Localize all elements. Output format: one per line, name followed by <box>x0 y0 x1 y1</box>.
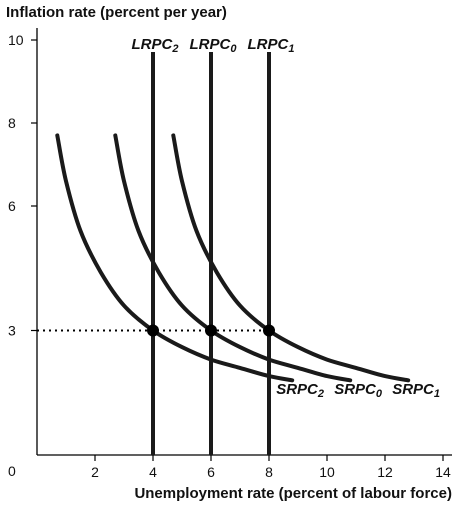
lrpc-0-label: LRPC0 <box>190 36 238 55</box>
x-tick-label: 8 <box>265 464 273 480</box>
curve-name: LRPC <box>132 36 174 53</box>
y-tick-label: 3 <box>8 323 16 339</box>
srpc-1-label: SRPC1 <box>392 381 440 400</box>
y-tick-label: 6 <box>8 198 16 214</box>
curve-name: LRPC <box>190 36 232 53</box>
curve-name: SRPC <box>334 381 377 398</box>
srpc-2-label: SRPC2 <box>276 381 324 400</box>
x-tick-label: 6 <box>207 464 215 480</box>
curve-subscript: 0 <box>230 43 237 55</box>
curve-name: LRPC <box>248 36 290 53</box>
y-axis-title: Inflation rate (percent per year) <box>6 4 227 21</box>
x-tick-label: 2 <box>91 464 99 480</box>
equilibrium-point <box>205 324 217 337</box>
srpc-1-curve <box>171 133 411 383</box>
lrpc-2-label: LRPC2 <box>132 36 179 55</box>
y-tick-label: 8 <box>8 115 16 131</box>
curve-subscript: 1 <box>288 43 294 55</box>
y-tick-label: 10 <box>8 32 24 48</box>
x-tick-label: 10 <box>319 464 335 480</box>
equilibrium-point <box>263 324 275 337</box>
x-axis-title: Unemployment rate (percent of labour for… <box>134 485 452 502</box>
curve-name: SRPC <box>276 381 319 398</box>
equilibrium-point <box>147 324 159 337</box>
srpc-0-label: SRPC0 <box>334 381 383 400</box>
x-tick-label: 12 <box>377 464 393 480</box>
x-tick-label: 4 <box>149 464 157 480</box>
x-tick-label: 14 <box>435 464 451 480</box>
srpc-2-curve <box>55 133 295 383</box>
curve-subscript: 2 <box>317 388 324 400</box>
curve-name: SRPC <box>392 381 435 398</box>
origin-label: 0 <box>8 463 16 479</box>
curve-subscript: 1 <box>434 388 440 400</box>
curve-subscript: 0 <box>376 388 383 400</box>
curve-subscript: 2 <box>171 43 178 55</box>
lrpc-1-label: LRPC1 <box>248 36 295 55</box>
srpc-0-curve <box>113 133 353 383</box>
equilibrium-points <box>147 324 275 337</box>
